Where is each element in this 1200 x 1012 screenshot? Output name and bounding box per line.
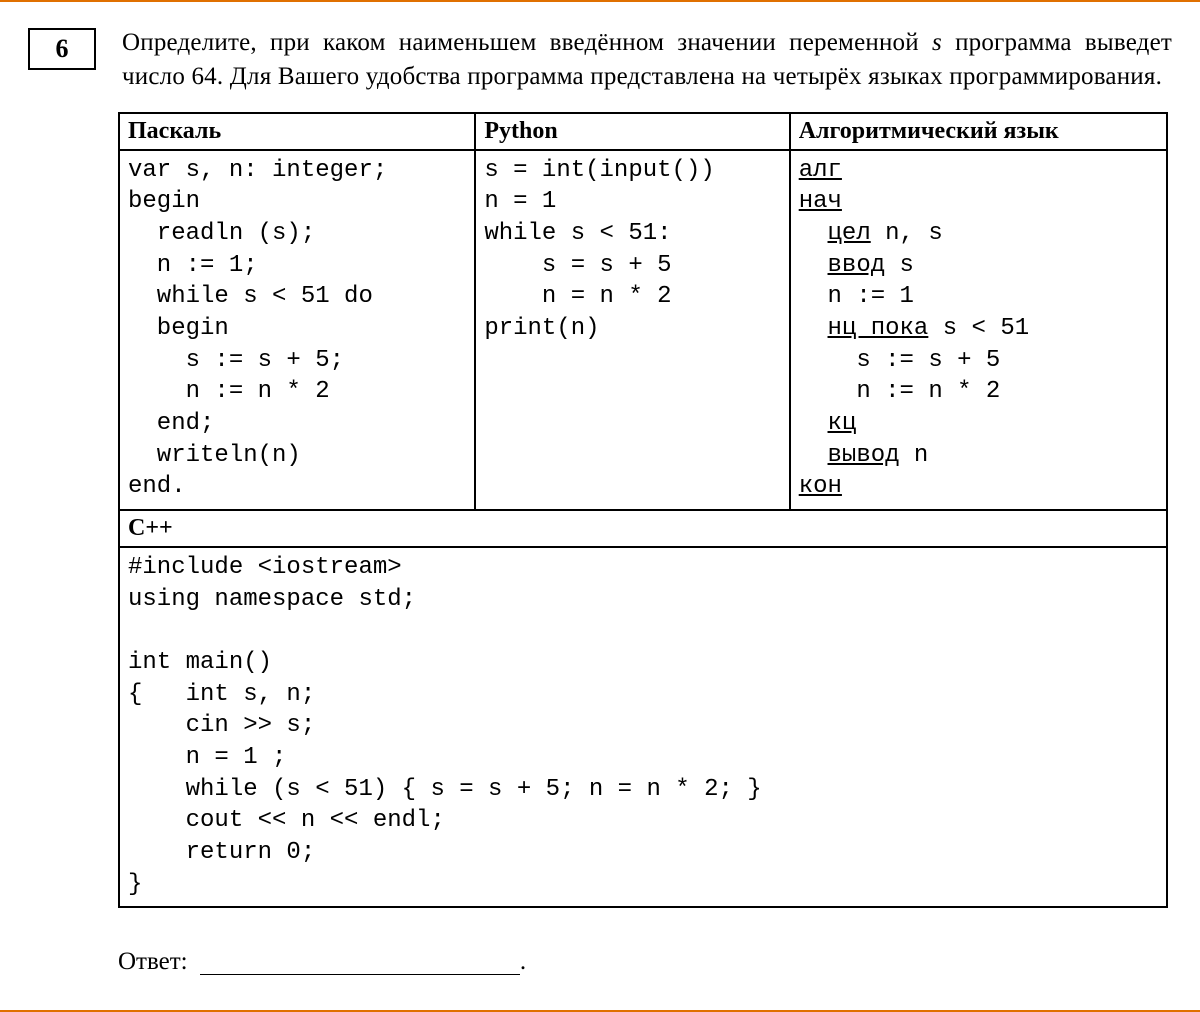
question-number: 6 <box>56 34 69 64</box>
answer-row: Ответ: . <box>118 948 1172 976</box>
cell-python: s = int(input()) n = 1 while s < 51: s =… <box>475 150 789 510</box>
algo-kw-cel: цел <box>828 220 871 247</box>
code-cpp: #include <iostream> using namespace std;… <box>128 552 1158 900</box>
algo-l3-rest: n, s <box>871 220 943 247</box>
algo-kw-nach: нач <box>799 188 842 215</box>
algo-kw-kon: кон <box>799 473 842 500</box>
table-code-row-2: #include <iostream> using namespace std;… <box>119 547 1167 907</box>
answer-blank[interactable] <box>200 974 520 975</box>
cell-pascal: var s, n: integer; begin readln (s); n :… <box>119 150 475 510</box>
cell-cpp: #include <iostream> using namespace std;… <box>119 547 1167 907</box>
header-cpp: С++ <box>119 510 1167 547</box>
answer-period: . <box>520 948 526 975</box>
algo-kw-nc: нц пока <box>828 315 929 342</box>
header-python: Python <box>475 113 789 150</box>
algo-l4-rest: s <box>885 252 914 279</box>
table-code-row-1: var s, n: integer; begin readln (s); n :… <box>119 150 1167 510</box>
answer-label: Ответ: <box>118 948 188 975</box>
code-algo: алг нач цел n, s ввод s n := 1 нц пока s… <box>799 155 1158 503</box>
table-header-row: Паскаль Python Алгоритмический язык <box>119 113 1167 150</box>
page: 6 Определите, при каком наименьшем введё… <box>0 0 1200 1012</box>
code-python: s = int(input()) n = 1 while s < 51: s =… <box>484 155 780 345</box>
cell-algo: алг нач цел n, s ввод s n := 1 нц пока s… <box>790 150 1167 510</box>
prompt-variable: s <box>932 29 942 56</box>
header-pascal: Паскаль <box>119 113 475 150</box>
code-table: Паскаль Python Алгоритмический язык var … <box>118 112 1168 909</box>
algo-l6-rest: s < 51 <box>928 315 1029 342</box>
algo-kw-vyvod: вывод <box>828 442 900 469</box>
algo-kw-vvod: ввод <box>828 252 886 279</box>
algo-l5: n := 1 <box>799 283 914 310</box>
table-header-row-2: С++ <box>119 510 1167 547</box>
algo-l7: s := s + 5 <box>799 347 1001 374</box>
question-number-box: 6 <box>28 28 96 70</box>
algo-kw-alg: алг <box>799 157 842 184</box>
question-header-row: 6 Определите, при каком наименьшем введё… <box>28 26 1172 94</box>
prompt-part1: Определите, при каком наименьшем введённ… <box>122 29 932 56</box>
algo-l10-rest: n <box>900 442 929 469</box>
header-algo: Алгоритмический язык <box>790 113 1167 150</box>
code-pascal: var s, n: integer; begin readln (s); n :… <box>128 155 466 503</box>
question-prompt: Определите, при каком наименьшем введённ… <box>122 26 1172 94</box>
algo-l8: n := n * 2 <box>799 378 1001 405</box>
algo-kw-kc: кц <box>828 410 857 437</box>
code-table-wrap: Паскаль Python Алгоритмический язык var … <box>118 112 1172 909</box>
